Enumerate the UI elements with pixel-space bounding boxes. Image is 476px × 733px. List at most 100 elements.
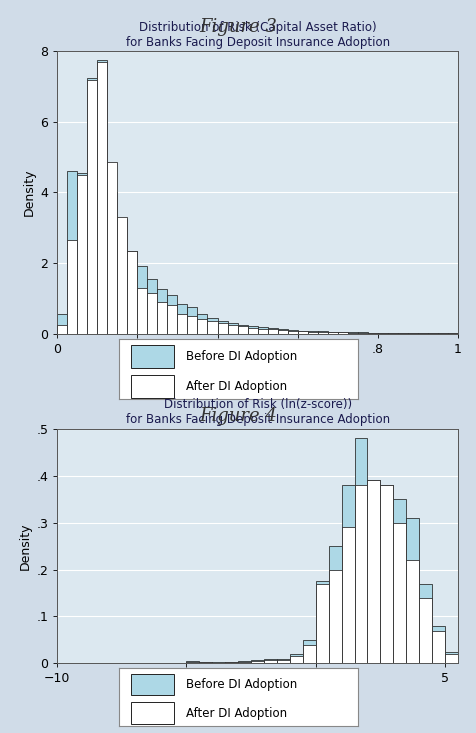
- Bar: [328, 546, 341, 663]
- Bar: [289, 656, 302, 663]
- Bar: [297, 331, 307, 334]
- Bar: [97, 62, 107, 334]
- Y-axis label: Density: Density: [23, 169, 36, 216]
- Bar: [337, 332, 347, 334]
- Bar: [444, 652, 457, 663]
- Bar: [379, 485, 393, 663]
- Bar: [127, 251, 137, 334]
- Bar: [317, 331, 327, 334]
- Bar: [137, 267, 147, 334]
- Text: After DI Adoption: After DI Adoption: [186, 707, 287, 720]
- FancyBboxPatch shape: [131, 375, 174, 398]
- Bar: [97, 60, 107, 334]
- Text: Before DI Adoption: Before DI Adoption: [186, 350, 297, 363]
- Bar: [315, 583, 328, 663]
- Bar: [357, 333, 367, 334]
- Bar: [393, 499, 406, 663]
- FancyBboxPatch shape: [131, 345, 174, 368]
- Bar: [197, 314, 207, 334]
- Bar: [418, 583, 431, 663]
- Bar: [217, 323, 227, 334]
- Bar: [341, 485, 354, 663]
- Bar: [247, 326, 257, 334]
- Bar: [418, 597, 431, 663]
- Bar: [354, 438, 367, 663]
- Bar: [186, 661, 199, 663]
- Bar: [137, 287, 147, 334]
- Bar: [217, 321, 227, 334]
- Bar: [147, 279, 157, 334]
- Bar: [107, 192, 117, 334]
- FancyBboxPatch shape: [131, 702, 174, 724]
- Bar: [247, 328, 257, 334]
- Bar: [287, 331, 297, 334]
- Bar: [347, 333, 357, 334]
- Text: Before DI Adoption: Before DI Adoption: [186, 678, 297, 691]
- Bar: [257, 329, 267, 334]
- Bar: [277, 330, 287, 334]
- Bar: [177, 303, 187, 334]
- Bar: [187, 307, 197, 334]
- Bar: [250, 660, 264, 663]
- Bar: [406, 560, 418, 663]
- Bar: [289, 654, 302, 663]
- Bar: [77, 173, 87, 334]
- Bar: [225, 662, 238, 663]
- Bar: [117, 219, 127, 334]
- Text: After DI Adoption: After DI Adoption: [186, 380, 287, 393]
- Bar: [327, 332, 337, 334]
- X-axis label: CAR: CAR: [244, 360, 270, 372]
- Y-axis label: Density: Density: [19, 523, 32, 570]
- Bar: [267, 329, 277, 334]
- Bar: [431, 626, 444, 663]
- Bar: [264, 659, 277, 663]
- Bar: [341, 527, 354, 663]
- Bar: [167, 305, 177, 334]
- Bar: [77, 174, 87, 334]
- Bar: [347, 333, 357, 334]
- Title: Distribution of Risk (Capital Asset Ratio)
for Banks Facing Deposit Insurance Ad: Distribution of Risk (Capital Asset Rati…: [125, 21, 389, 49]
- Bar: [238, 662, 250, 663]
- Bar: [57, 325, 67, 334]
- Bar: [393, 523, 406, 663]
- Bar: [277, 329, 287, 334]
- Bar: [127, 251, 137, 334]
- Bar: [107, 163, 117, 334]
- Bar: [238, 661, 250, 663]
- Text: Figure 4: Figure 4: [199, 407, 277, 425]
- Bar: [379, 485, 393, 663]
- Bar: [302, 644, 315, 663]
- Title: Distribution of Risk (ln(z-score))
for Banks Facing Deposit Insurance Adoption: Distribution of Risk (ln(z-score)) for B…: [125, 398, 389, 427]
- Bar: [367, 480, 379, 663]
- Bar: [328, 570, 341, 663]
- Text: Figure 3: Figure 3: [199, 18, 277, 37]
- Bar: [57, 314, 67, 334]
- Bar: [67, 172, 77, 334]
- Bar: [257, 327, 267, 334]
- Bar: [354, 485, 367, 663]
- Bar: [406, 518, 418, 663]
- Bar: [157, 302, 167, 334]
- Bar: [147, 293, 157, 334]
- Bar: [87, 78, 97, 334]
- Bar: [264, 660, 277, 663]
- Bar: [431, 630, 444, 663]
- Bar: [302, 640, 315, 663]
- Bar: [157, 290, 167, 334]
- Bar: [207, 321, 217, 334]
- Bar: [117, 217, 127, 334]
- Bar: [227, 325, 237, 334]
- Bar: [307, 331, 317, 334]
- Bar: [327, 332, 337, 334]
- Bar: [315, 581, 328, 663]
- Bar: [267, 328, 277, 334]
- Bar: [250, 660, 264, 663]
- Bar: [67, 240, 77, 334]
- X-axis label: ln_z_score2: ln_z_score2: [221, 690, 293, 702]
- Bar: [187, 316, 197, 334]
- Bar: [367, 480, 379, 663]
- Bar: [87, 79, 97, 334]
- Bar: [287, 330, 297, 334]
- Bar: [177, 314, 187, 334]
- FancyBboxPatch shape: [131, 674, 174, 696]
